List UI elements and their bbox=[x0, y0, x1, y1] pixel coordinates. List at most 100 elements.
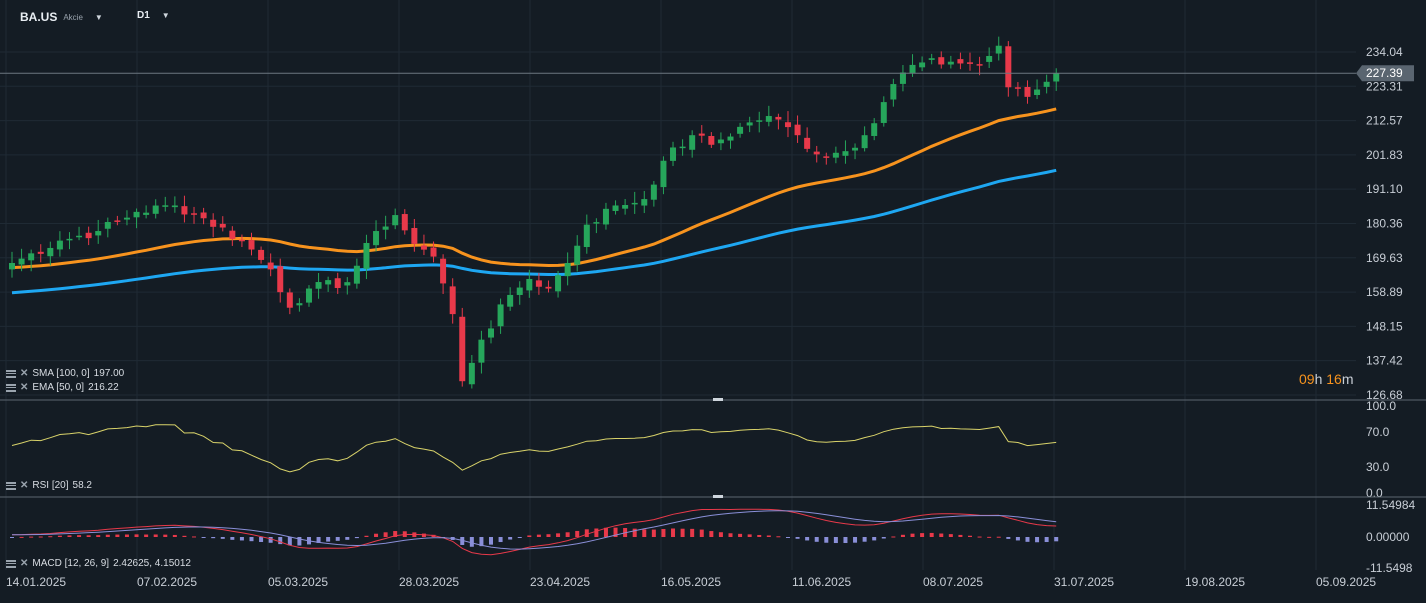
candle bbox=[641, 190, 648, 214]
candle bbox=[899, 65, 906, 92]
macd-histogram-bar bbox=[699, 529, 704, 537]
macd-histogram-bar bbox=[57, 535, 62, 537]
macd-histogram-bar bbox=[134, 534, 139, 537]
macd-histogram-bar bbox=[968, 535, 972, 537]
candle bbox=[411, 219, 418, 252]
macd-histogram-bar bbox=[201, 537, 206, 538]
candle bbox=[286, 288, 293, 315]
date-axis-tick: 31.07.2025 bbox=[1054, 575, 1114, 589]
rsi-line bbox=[11, 424, 1057, 473]
candle bbox=[890, 78, 897, 107]
macd-layer bbox=[10, 508, 1059, 556]
candle bbox=[143, 205, 150, 219]
macd-histogram-bar bbox=[96, 535, 101, 537]
candle bbox=[880, 96, 887, 127]
symbol-selector[interactable]: BA.US Akcie ▼ bbox=[20, 10, 103, 24]
settings-list-icon[interactable] bbox=[6, 559, 16, 568]
rsi-legend[interactable]: ✕ RSI [20] 58.2 bbox=[6, 480, 92, 491]
macd-histogram-bar bbox=[1054, 537, 1059, 542]
macd-histogram-bar bbox=[948, 534, 953, 537]
rsi-legend-value: 58.2 bbox=[72, 480, 92, 491]
macd-histogram-bar bbox=[460, 537, 465, 545]
candle bbox=[555, 270, 562, 298]
macd-histogram-bar bbox=[785, 537, 790, 538]
close-icon[interactable]: ✕ bbox=[20, 368, 29, 379]
candle bbox=[104, 217, 111, 238]
macd-histogram-bar bbox=[239, 537, 244, 541]
candle bbox=[813, 145, 820, 163]
price-axis-tick: 180.36 bbox=[1366, 217, 1403, 231]
candle bbox=[18, 248, 25, 272]
rsi-axis-tick: 100.0 bbox=[1366, 399, 1396, 413]
candle bbox=[986, 47, 993, 68]
candle bbox=[9, 251, 15, 278]
last-price-tag bbox=[1356, 65, 1414, 82]
close-icon[interactable]: ✕ bbox=[20, 558, 29, 569]
candles bbox=[9, 36, 1060, 389]
macd-histogram-bar bbox=[594, 528, 599, 537]
macd-histogram-bar bbox=[67, 535, 72, 537]
macd-histogram-bar bbox=[278, 537, 283, 545]
macd-histogram-bar bbox=[316, 537, 321, 543]
macd-histogram-bar bbox=[211, 537, 216, 539]
candle bbox=[650, 181, 657, 207]
macd-histogram-bar bbox=[766, 535, 771, 537]
candle bbox=[363, 234, 370, 280]
candle bbox=[305, 285, 312, 307]
chevron-down-icon: ▼ bbox=[161, 11, 170, 20]
macd-histogram-bar bbox=[709, 531, 714, 537]
candle bbox=[248, 232, 255, 256]
macd-histogram-bar bbox=[393, 531, 398, 537]
candle bbox=[689, 130, 696, 158]
rsi-axis-tick: 30.0 bbox=[1366, 460, 1390, 474]
macd-histogram-bar bbox=[613, 527, 618, 537]
candle bbox=[219, 216, 226, 232]
timeframe-selector[interactable]: D1 ▼ bbox=[137, 10, 170, 21]
macd-histogram-bar bbox=[77, 535, 82, 537]
candle bbox=[928, 53, 935, 65]
macd-histogram-bar bbox=[642, 529, 647, 537]
candle bbox=[1024, 80, 1031, 104]
macd-histogram-bar bbox=[374, 533, 379, 537]
candle bbox=[85, 226, 92, 246]
macd-histogram-bar bbox=[814, 537, 819, 542]
macd-legend[interactable]: ✕ MACD [12, 26, 9] 2.42625, 4.15012 bbox=[6, 558, 191, 569]
candle bbox=[727, 133, 734, 149]
macd-histogram-bar bbox=[29, 536, 34, 538]
candle bbox=[947, 55, 954, 69]
macd-histogram-bar bbox=[326, 537, 331, 542]
settings-list-icon[interactable] bbox=[6, 481, 16, 490]
price-axis-tick: 148.15 bbox=[1366, 319, 1403, 333]
candle bbox=[976, 56, 983, 76]
macd-histogram-bar bbox=[498, 537, 503, 543]
price-axis-tick: 212.57 bbox=[1366, 114, 1403, 128]
candle bbox=[171, 196, 178, 213]
candle bbox=[631, 191, 638, 214]
price-axis-tick: 169.63 bbox=[1366, 251, 1403, 265]
candle bbox=[66, 232, 73, 250]
sma-legend-value: 197.00 bbox=[93, 368, 125, 379]
candle bbox=[593, 218, 600, 234]
macd-histogram-bar bbox=[843, 537, 848, 544]
price-axis-tick: 201.83 bbox=[1366, 148, 1403, 162]
close-icon[interactable]: ✕ bbox=[20, 382, 29, 393]
macd-histogram-bar bbox=[192, 536, 197, 538]
candle bbox=[478, 330, 485, 374]
main-pane-resize-handle[interactable] bbox=[713, 398, 723, 401]
close-icon[interactable]: ✕ bbox=[20, 480, 29, 491]
candle bbox=[794, 115, 801, 143]
candle bbox=[401, 209, 408, 235]
rsi-pane-resize-handle[interactable] bbox=[713, 495, 723, 498]
date-axis-tick: 19.08.2025 bbox=[1185, 575, 1245, 589]
candle bbox=[679, 139, 686, 156]
macd-histogram-bar bbox=[527, 535, 532, 537]
settings-list-icon[interactable] bbox=[6, 383, 16, 392]
rsi-layer bbox=[11, 424, 1057, 473]
ema-legend[interactable]: ✕ EMA [50, 0] 216.22 bbox=[6, 382, 119, 393]
date-axis-tick: 14.01.2025 bbox=[6, 575, 66, 589]
sma-legend[interactable]: ✕ SMA [100, 0] 197.00 bbox=[6, 368, 124, 379]
settings-list-icon[interactable] bbox=[6, 369, 16, 378]
candle bbox=[612, 200, 619, 215]
